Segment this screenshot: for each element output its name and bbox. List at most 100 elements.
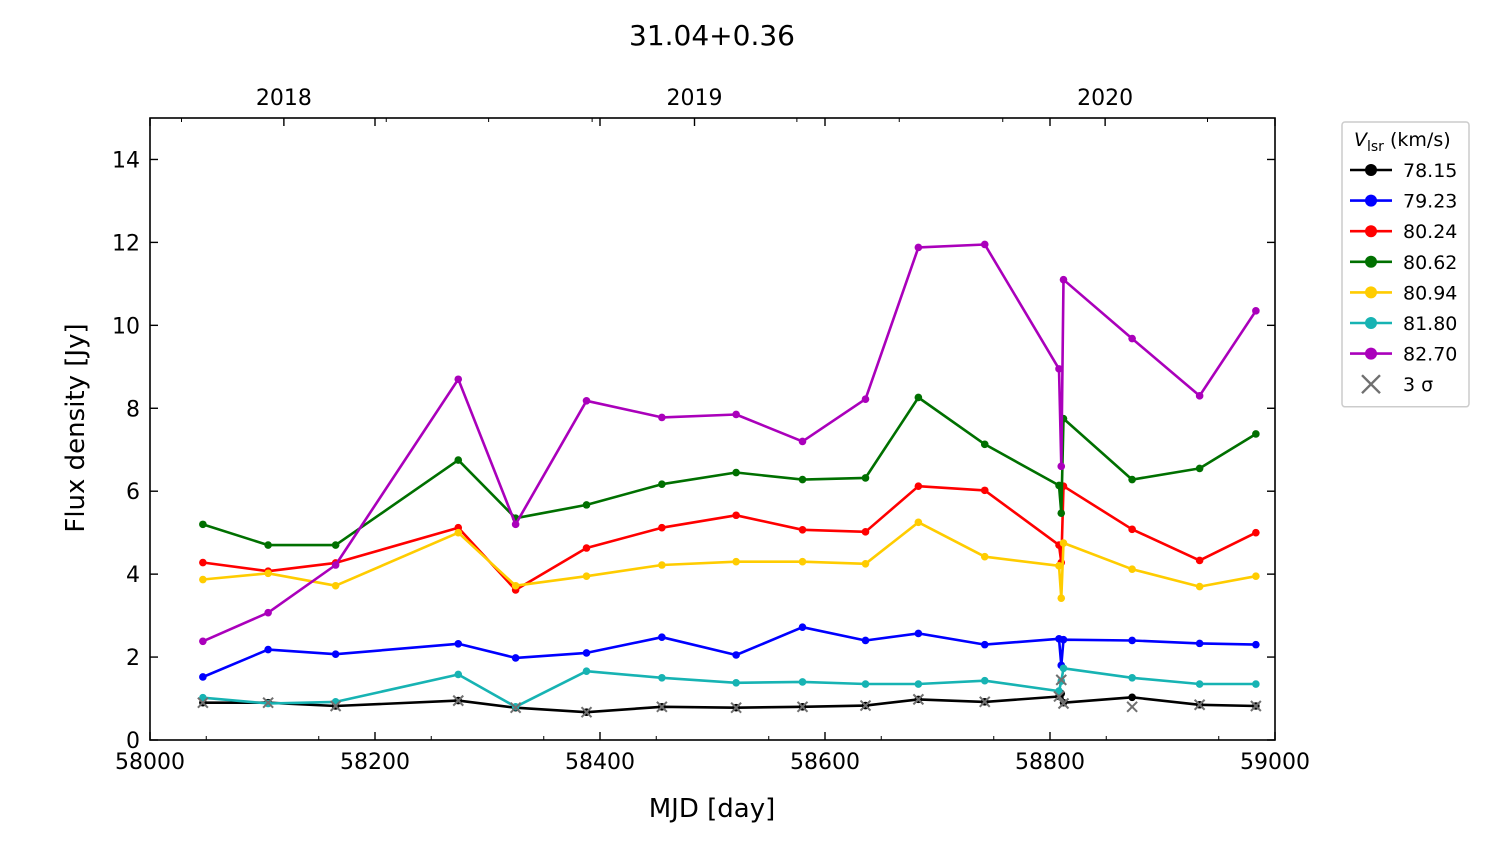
legend-swatch-marker <box>1365 225 1377 238</box>
data-point-81.80 <box>454 670 463 679</box>
data-point-82.70 <box>1059 275 1068 284</box>
legend-swatch-marker <box>1365 164 1377 176</box>
series-line-80.94 <box>202 520 1257 600</box>
sigma-marker <box>197 696 209 709</box>
data-point-80.62 <box>454 456 463 464</box>
sigma-marker <box>979 696 991 708</box>
data-point-81.80 <box>658 674 666 682</box>
data-point-82.70 <box>582 397 591 405</box>
data-point-82.70 <box>199 637 207 646</box>
x-tick-label: 58400 <box>565 750 635 775</box>
data-point-81.80 <box>732 678 740 687</box>
sigma-marker <box>329 700 342 712</box>
data-point-79.23 <box>732 651 740 659</box>
data-point-81.80 <box>582 667 591 675</box>
legend-sigma-icon <box>1361 374 1381 395</box>
data-point-78.15 <box>1128 693 1136 702</box>
sigma-marker-stroke <box>1055 674 1067 686</box>
data-point-80.94 <box>1059 539 1068 547</box>
sigma-marker <box>912 693 925 706</box>
y-tick-label: 12 <box>112 231 140 256</box>
sigma-marker-stroke <box>262 696 274 709</box>
data-point-80.24 <box>798 525 807 534</box>
data-point-80.62 <box>1055 481 1063 490</box>
data-point-80.62 <box>798 475 807 484</box>
legend-box <box>1341 121 1470 408</box>
data-point-80.62 <box>658 480 666 488</box>
data-point-81.80 <box>1195 680 1204 688</box>
data-point-82.70 <box>1252 307 1260 315</box>
data-point-79.23 <box>331 650 340 658</box>
sigma-marker-stroke <box>979 696 991 708</box>
data-point-82.70 <box>331 561 340 569</box>
series-line-80.62 <box>202 396 1257 547</box>
data-point-82.70 <box>658 413 666 422</box>
data-point-82.70 <box>1128 334 1136 343</box>
data-point-80.62 <box>199 520 207 529</box>
data-point-80.94 <box>861 559 870 568</box>
data-point-80.24 <box>658 523 666 532</box>
legend-entry-label: 80.62 <box>1403 252 1457 274</box>
sigma-marker <box>1053 690 1065 703</box>
data-point-80.24 <box>914 482 923 491</box>
data-point-80.62 <box>732 468 740 477</box>
data-point-80.62 <box>1195 464 1204 473</box>
data-point-80.94 <box>914 518 923 527</box>
data-point-79.23 <box>454 639 463 648</box>
data-point-80.94 <box>331 581 340 590</box>
sigma-marker <box>452 694 464 707</box>
data-point-79.23 <box>1059 635 1068 644</box>
x-tick-label: 58800 <box>1015 750 1085 775</box>
legend-entry-label: 82.70 <box>1403 344 1457 366</box>
data-point-79.23 <box>511 654 520 662</box>
data-point-81.80 <box>1059 664 1068 673</box>
y-tick-label: 14 <box>112 148 140 173</box>
data-point-79.23 <box>861 636 870 645</box>
data-point-81.80 <box>980 676 989 685</box>
plot-area: 58000 58200 58400 58600 58800 59000 0 2 4 6 8 10 12 1… <box>112 86 1310 775</box>
data-point-81.80 <box>798 678 807 686</box>
top-axis-year-label: 2020 <box>1077 86 1133 111</box>
data-point-82.70 <box>1055 365 1063 373</box>
data-point-79.23 <box>1128 636 1136 645</box>
data-point-80.62 <box>1252 430 1260 438</box>
data-point-79.23 <box>798 623 807 632</box>
sigma-marker <box>1193 699 1206 711</box>
data-point-80.94 <box>798 557 807 566</box>
series-line-79.23 <box>202 625 1256 679</box>
data-point-80.24 <box>199 558 207 567</box>
data-point-80.62 <box>331 541 340 549</box>
data-point-82.70 <box>980 240 989 249</box>
data-point-80.94 <box>264 569 272 578</box>
legend-title: Vlsr (km/s) <box>1354 129 1451 155</box>
sigma-marker-stroke <box>1053 690 1065 703</box>
y-tick-label: 2 <box>126 646 140 671</box>
data-point-81.80 <box>1128 674 1136 682</box>
legend-swatch-marker <box>1365 286 1377 299</box>
sigma-marker <box>509 701 522 714</box>
sigma-marker <box>859 699 872 712</box>
data-point-82.70 <box>861 395 870 403</box>
data-point-79.23 <box>264 645 272 654</box>
sigma-marker-stroke <box>1193 699 1206 711</box>
data-point-80.24 <box>861 528 870 536</box>
data-point-79.23 <box>199 673 207 681</box>
data-point-79.23 <box>658 633 666 641</box>
y-tick-label: 10 <box>112 314 140 339</box>
sigma-marker <box>262 696 274 709</box>
sigma-marker-stroke <box>1126 701 1138 713</box>
data-point-80.94 <box>582 572 591 581</box>
data-point-80.62 <box>980 440 989 449</box>
data-point-80.94 <box>454 528 463 537</box>
data-point-82.70 <box>264 608 272 617</box>
x-tick-label: 58000 <box>115 750 185 775</box>
data-point-80.62 <box>264 541 272 549</box>
legend-entry-label: 78.15 <box>1403 160 1457 182</box>
data-point-82.70 <box>1195 392 1204 400</box>
data-point-82.70 <box>798 437 807 446</box>
series-line-80.24 <box>202 484 1257 592</box>
data-point-82.70 <box>914 243 923 252</box>
sigma-marker-stroke <box>796 701 809 713</box>
